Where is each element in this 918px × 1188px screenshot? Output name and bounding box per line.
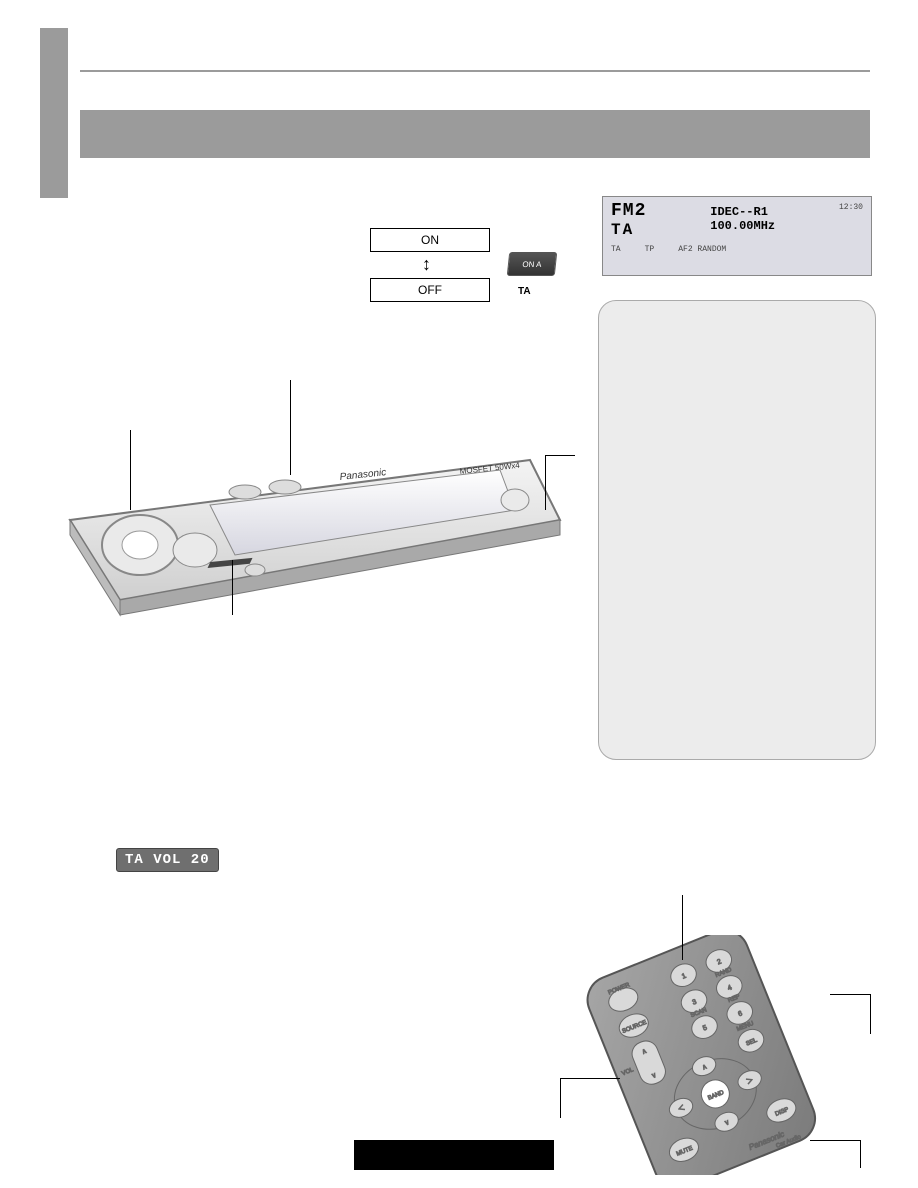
page-root: ON ↕ OFF ON A TA FM2 TA IDEC--R1 100.00M… [0,0,918,1188]
callout-line-top-left [130,430,131,510]
toggle-on-label: ON [421,233,439,247]
header-rule [80,70,870,72]
toggle-on-box: ON [370,228,490,252]
side-accent-bar [40,28,68,198]
remote-callout-left-v [560,1078,561,1118]
callout-line-bottom [232,560,233,615]
up-down-arrow-icon: ↕ [422,254,431,275]
head-unit-illustration: Panasonic MOSFET 50Wx4 [60,430,570,620]
callout-line-right-v [545,455,546,510]
remote-callout-bottom-right-v [860,1140,861,1168]
remote-callout-top [682,895,683,960]
toggle-off-label: OFF [418,283,442,297]
remote-callout-left-h [560,1078,620,1079]
display-footer-af: AF2 RANDOM [678,245,726,254]
remote-callout-right-top-v [870,994,871,1034]
callout-line-right-h [545,455,575,456]
display-band: FM2 [611,201,646,221]
display-footer-tp: TP [645,245,655,254]
remote-illustration: 1 2 POWER SOURCE 3 4 RAND ∧ ∨ VOL 5 6 SC… [555,935,855,1175]
on-a-button-label: ON A [522,260,542,269]
display-footer-ta: TA [611,245,621,254]
ta-vol-label: TA VOL 20 [125,852,210,868]
on-a-button-icon: ON A [507,252,558,276]
remote-callout-bottom-right-h [810,1140,860,1141]
toggle-off-box: OFF [370,278,490,302]
title-band [80,110,870,158]
display-freq: 100.00MHz [710,219,775,233]
display-clock: 12:30 [839,201,863,239]
display-ta: TA [611,221,646,239]
callout-line-top-center [290,380,291,475]
display-station: IDEC--R1 [710,205,775,219]
footer-black-block [354,1140,554,1170]
lcd-display: FM2 TA IDEC--R1 100.00MHz 12:30 TA TP AF… [602,196,872,276]
ta-vol-badge: TA VOL 20 [116,848,219,872]
info-panel [598,300,876,760]
remote-callout-right-top-h [830,994,870,995]
ta-caption: TA [518,286,531,297]
